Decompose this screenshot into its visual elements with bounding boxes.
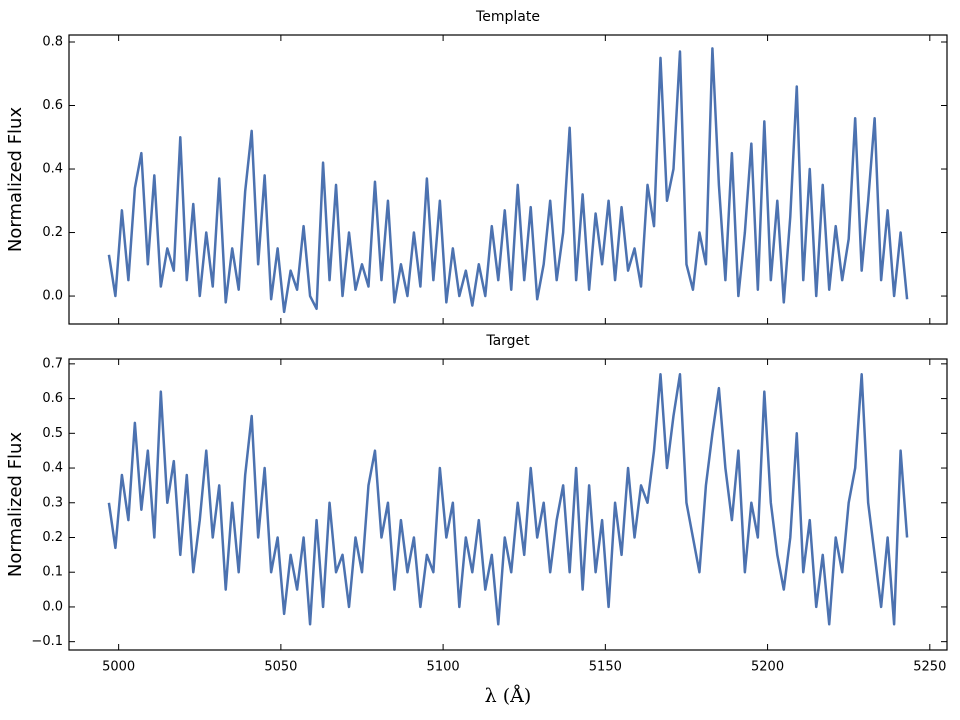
y-tick-label: 0.4	[42, 461, 63, 476]
x-tick-label: 5050	[264, 660, 297, 675]
y-tick-label: 0.0	[42, 599, 63, 614]
x-tick-label: 5150	[589, 660, 622, 675]
x-tick-label: 5000	[102, 660, 135, 675]
y-tick-label: 0.6	[42, 98, 63, 113]
y-tick-label: 0.4	[42, 162, 63, 177]
panel-title: Template	[475, 9, 540, 25]
y-axis-label: Normalized Flux	[5, 432, 26, 578]
x-tick-label: 5200	[751, 660, 784, 675]
y-tick-label: 0.2	[42, 530, 63, 545]
y-tick-label: 0.6	[42, 391, 63, 406]
y-tick-label: 0.8	[42, 34, 63, 49]
y-tick-label: 0.1	[42, 565, 63, 580]
x-tick-label: 5100	[427, 660, 460, 675]
y-tick-label: 0.0	[42, 289, 63, 304]
y-tick-label: 0.3	[42, 495, 63, 510]
axes-frame	[68, 358, 948, 651]
x-tick-label: 5250	[913, 660, 946, 675]
y-tick-label: −0.1	[31, 634, 63, 649]
y-tick-label: 0.7	[42, 356, 63, 371]
y-tick-label: 0.5	[42, 426, 63, 441]
panel-title: Target	[485, 333, 530, 349]
spectrum-line	[107, 47, 909, 314]
y-tick-label: 0.2	[42, 225, 63, 240]
y-axis-label: Normalized Flux	[5, 107, 26, 253]
axes-frame	[68, 34, 948, 325]
spectrum-line	[107, 373, 909, 626]
x-axis-label: λ (Å)	[485, 685, 532, 707]
